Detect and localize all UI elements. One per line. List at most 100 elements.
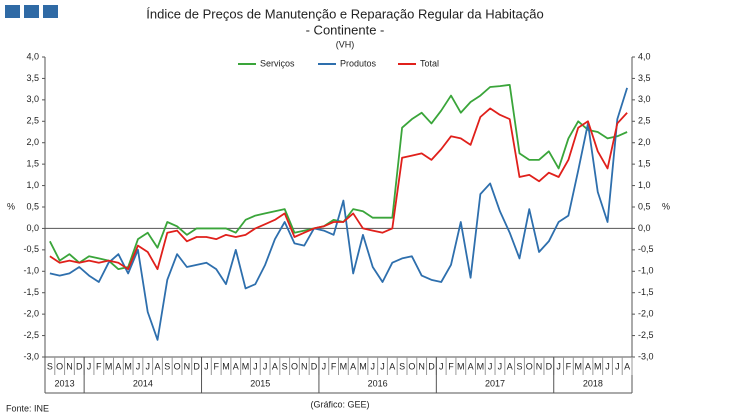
x-tick-label: J (136, 361, 141, 371)
y-tick-label: 2,0 (26, 137, 39, 147)
x-tick-label: A (272, 361, 278, 371)
x-tick-label: J (488, 361, 493, 371)
series-line (49, 107, 628, 271)
year-label: 2014 (133, 378, 153, 388)
y-tick-label: -2,5 (23, 330, 39, 340)
x-tick-label: D (76, 361, 83, 371)
x-tick-label: N (66, 361, 73, 371)
chart-title: Índice de Preços de Manutenção e Reparaç… (146, 6, 543, 21)
x-tick-label: F (213, 361, 219, 371)
x-tick-label: M (242, 361, 250, 371)
credit: (Gráfico: GEE) (310, 399, 369, 409)
x-tick-label: A (624, 361, 630, 371)
year-label: 2018 (583, 378, 603, 388)
y-tick-label: 1,5 (26, 159, 39, 169)
x-tick-label: J (263, 361, 268, 371)
year-label: 2015 (250, 378, 270, 388)
x-tick-label: F (96, 361, 102, 371)
x-tick-label: M (105, 361, 113, 371)
y2-tick-label: -0,5 (638, 244, 654, 254)
x-tick-label: M (359, 361, 367, 371)
x-tick-label: N (536, 361, 543, 371)
x-tick-label: O (291, 361, 298, 371)
x-tick-label: J (498, 361, 503, 371)
x-tick-label: D (193, 361, 200, 371)
y-tick-label: 3,5 (26, 73, 39, 83)
legend-label: Produtos (340, 58, 377, 68)
y2-tick-label: 1,5 (638, 159, 651, 169)
x-tick-label: O (408, 361, 415, 371)
x-tick-label: J (322, 361, 327, 371)
x-tick-label: J (145, 361, 150, 371)
x-tick-label: J (87, 361, 92, 371)
year-label: 2013 (55, 378, 75, 388)
x-tick-label: J (605, 361, 610, 371)
x-tick-label: J (556, 361, 561, 371)
x-tick-label: J (380, 361, 385, 371)
x-tick-label: J (439, 361, 444, 371)
y2-tick-label: 3,5 (638, 73, 651, 83)
legend-label: Serviços (260, 58, 295, 68)
x-tick-label: O (56, 361, 63, 371)
y2-tick-label: -1,0 (638, 266, 654, 276)
x-tick-label: N (418, 361, 425, 371)
x-tick-label: S (164, 361, 170, 371)
y-tick-label: 2,5 (26, 116, 39, 126)
y-tick-label: -1,5 (23, 287, 39, 297)
x-tick-label: S (47, 361, 53, 371)
y2-tick-label: 4,0 (638, 51, 651, 61)
y2-tick-label: -3,0 (638, 351, 654, 361)
x-tick-label: A (350, 361, 356, 371)
x-tick-label: A (507, 361, 513, 371)
x-tick-label: M (574, 361, 582, 371)
x-tick-label: M (477, 361, 485, 371)
y-tick-label: -3,0 (23, 351, 39, 361)
x-tick-label: S (282, 361, 288, 371)
x-tick-label: A (155, 361, 161, 371)
legend-label: Total (420, 58, 439, 68)
source: Fonte: INE (6, 403, 49, 413)
y-tick-label: 3,0 (26, 94, 39, 104)
x-tick-label: J (615, 361, 620, 371)
y-tick-label: 0,5 (26, 201, 39, 211)
y-tick-label: -2,0 (23, 309, 39, 319)
series-line (49, 87, 628, 341)
y2-axis-label: % (662, 201, 670, 211)
year-label: 2017 (485, 378, 505, 388)
x-tick-label: F (331, 361, 337, 371)
y2-tick-label: 0,5 (638, 201, 651, 211)
x-tick-label: N (301, 361, 308, 371)
logo-block (43, 5, 58, 18)
x-tick-label: M (457, 361, 465, 371)
x-tick-label: F (566, 361, 572, 371)
y2-tick-label: -2,5 (638, 330, 654, 340)
x-tick-label: N (184, 361, 191, 371)
x-tick-label: J (204, 361, 209, 371)
x-tick-label: D (546, 361, 553, 371)
y2-tick-label: 2,5 (638, 116, 651, 126)
x-tick-label: D (428, 361, 435, 371)
x-tick-label: A (389, 361, 395, 371)
y-tick-label: 0,0 (26, 223, 39, 233)
x-tick-label: J (253, 361, 258, 371)
x-tick-label: M (222, 361, 230, 371)
x-tick-label: A (233, 361, 239, 371)
x-tick-label: A (468, 361, 474, 371)
x-tick-label: M (340, 361, 348, 371)
x-tick-label: O (174, 361, 181, 371)
y-tick-label: 1,0 (26, 180, 39, 190)
x-tick-label: J (370, 361, 375, 371)
x-tick-label: O (526, 361, 533, 371)
series-line (49, 83, 628, 271)
y2-tick-label: 2,0 (638, 137, 651, 147)
logo-block (24, 5, 39, 18)
y2-tick-label: 3,0 (638, 94, 651, 104)
y-tick-label: -1,0 (23, 266, 39, 276)
y-tick-label: -0,5 (23, 244, 39, 254)
x-tick-label: A (115, 361, 121, 371)
y2-tick-label: 0,0 (638, 223, 651, 233)
unit-note: (VH) (336, 39, 355, 49)
y2-tick-label: -1,5 (638, 287, 654, 297)
x-tick-label: M (594, 361, 602, 371)
